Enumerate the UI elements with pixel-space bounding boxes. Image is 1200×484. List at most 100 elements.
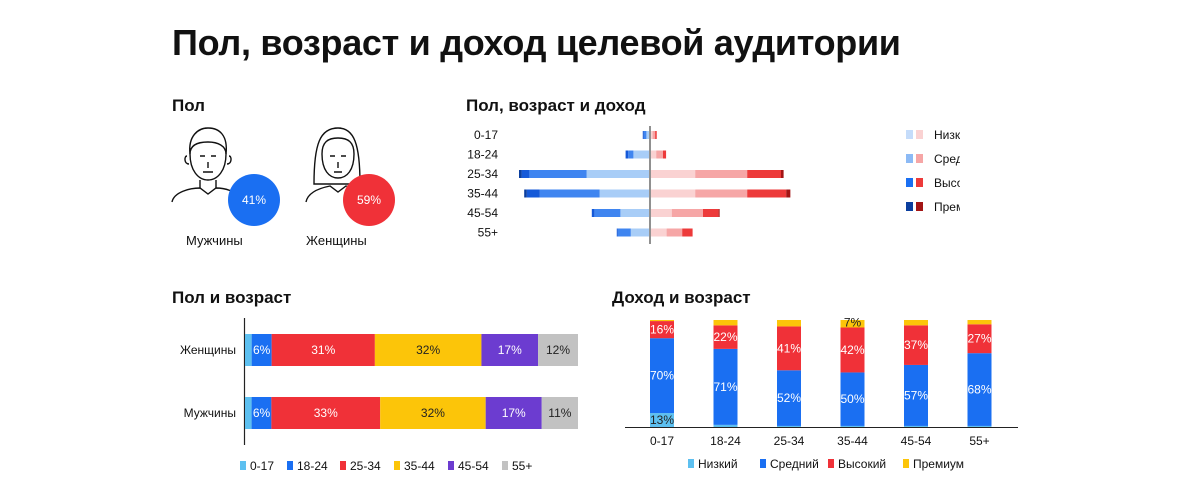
pyramid-tick-label: 0-17 <box>474 128 498 142</box>
pyramid-bar-male-3 <box>524 189 527 198</box>
income-age-bar-segment <box>777 320 801 327</box>
gender-age-bar-segment <box>485 397 542 429</box>
income-age-chart: 0-17 13% 70% 16% 18-24 71% 22% 25-34 52% 41% 35-44… <box>625 315 1018 471</box>
pyramid-bar-female-1 <box>666 228 683 237</box>
income-age-tick-label: 25-34 <box>774 434 805 448</box>
income-age-bar-segment <box>840 327 865 373</box>
income-age-data-label: 37% <box>904 338 928 352</box>
income-age-data-label: 52% <box>777 391 801 405</box>
gender-age-bar-segment <box>271 397 381 429</box>
gender-age-legend-label: 55+ <box>512 459 532 473</box>
pyramid-bar-male-2 <box>526 189 540 198</box>
income-age-bar-segment <box>967 320 992 325</box>
gender-age-data-label: 31% <box>311 343 335 357</box>
pyramid-bar-female-1 <box>695 189 748 198</box>
pyramid-legend-swatch-female <box>916 202 923 211</box>
gender-age-bar-segment <box>541 397 578 429</box>
income-age-bar-segment <box>650 413 674 427</box>
gender-age-legend-label: 0-17 <box>250 459 274 473</box>
income-age-bar-segment <box>904 364 928 426</box>
male-share-badge: 41% <box>228 174 280 226</box>
pyramid-bar-female-1 <box>656 150 663 159</box>
gender-age-data-label: 17% <box>498 343 522 357</box>
income-age-bar-segment <box>650 338 674 414</box>
pyramid-bar-male-1 <box>594 209 621 217</box>
pyramid-bar-female-3 <box>718 209 720 217</box>
income-age-legend-swatch <box>688 459 694 468</box>
income-age-legend-label: Низкий <box>698 457 738 471</box>
gender-age-legend-swatch <box>287 461 293 470</box>
gender-section-title: Пол <box>172 96 205 115</box>
income-age-bar-segment <box>713 320 738 326</box>
female-label: Женщины <box>306 233 367 248</box>
pyramid-bar-male-2 <box>625 150 629 159</box>
pyramid-legend-swatch-female <box>916 130 923 139</box>
income-age-data-label: 42% <box>840 343 864 357</box>
pyramid-legend-swatch-female <box>916 154 923 163</box>
income-age-tick-label: 18-24 <box>710 434 741 448</box>
income-age-bar-segment <box>713 348 738 425</box>
pyramid-bar-male-0 <box>586 170 649 178</box>
female-share-value: 59% <box>356 193 382 207</box>
income-age-bar-segment <box>650 321 674 339</box>
pyramid-bar-female-1 <box>695 170 748 178</box>
income-age-data-label: 68% <box>967 383 991 397</box>
pyramid-bar-female-3 <box>781 170 784 178</box>
pyramid-bar-male-3 <box>519 170 522 178</box>
gender-age-bar-segment <box>481 334 539 366</box>
gender-age-chart: Женщины 6% 31% 32% 17% 12% Мужчины 6% 33% 32% 17% 1… <box>180 318 578 473</box>
income-age-bar-segment <box>713 325 738 349</box>
pyramid-legend-label: Высокий <box>934 176 960 190</box>
pyramid-bar-male-1 <box>529 170 587 178</box>
pyramid-bar-female-0 <box>651 228 667 237</box>
income-age-data-label: 41% <box>777 341 801 355</box>
pyramid-bar-male-1 <box>617 228 631 237</box>
gender-age-data-label: 32% <box>416 343 440 357</box>
gender-age-data-label: 11% <box>548 406 571 420</box>
income-age-bar-segment <box>777 370 801 426</box>
male-label: Мужчины <box>186 233 243 248</box>
income-age-data-label: 71% <box>713 380 737 394</box>
income-age-bar-segment <box>840 372 865 426</box>
income-age-data-label: 16% <box>650 323 674 337</box>
pyramid-bar-female-2 <box>747 189 787 198</box>
pyramid-bar-female-0 <box>651 209 672 217</box>
income-age-legend-swatch <box>760 459 766 468</box>
income-age-legend-label: Высокий <box>838 457 886 471</box>
pyramid-bar-male-0 <box>630 228 649 237</box>
pyramid-legend-label: Низкий <box>934 128 960 142</box>
income-age-bar-segment <box>650 320 674 322</box>
pyramid-bar-male-0 <box>633 150 649 159</box>
pyramid-bar-male-0 <box>620 209 649 217</box>
pyramid-bar-female-1 <box>671 209 703 217</box>
pyramid-legend-swatch-male <box>906 130 913 139</box>
pyramid-bar-male-2 <box>591 209 595 217</box>
gender-age-bar-segment <box>538 334 578 366</box>
pyramid-bar-female-1 <box>652 131 656 139</box>
income-age-legend-label: Средний <box>770 457 819 471</box>
pyramid-tick-label: 25-34 <box>467 167 498 181</box>
income-age-data-label: 27% <box>967 332 991 346</box>
gender-age-data-label: 6% <box>253 343 271 357</box>
income-age-data-label: 70% <box>650 369 674 383</box>
income-age-data-label: 57% <box>904 388 928 402</box>
income-age-bar-segment <box>713 424 738 427</box>
pyramid-legend-swatch-male <box>906 154 913 163</box>
pyramid-legend-swatch-male <box>906 202 913 211</box>
gender-age-legend-swatch <box>448 461 454 470</box>
male-icon <box>170 124 240 209</box>
pyramid-tick-label: 45-54 <box>467 206 498 220</box>
gender-age-data-label: 17% <box>502 406 526 420</box>
gender-age-bar-segment <box>271 334 375 366</box>
pyramid-tick-label: 35-44 <box>467 187 498 201</box>
page-title: Пол, возраст и доход целевой аудитории <box>172 22 901 63</box>
pyramid-legend-swatch-male <box>906 178 913 187</box>
female-share-badge: 59% <box>343 174 395 226</box>
gender-age-legend-swatch <box>240 461 246 470</box>
pyramid-bar-male-2 <box>616 228 618 237</box>
income-age-data-label: 22% <box>713 330 737 344</box>
gender-age-legend-label: 35-44 <box>404 459 435 473</box>
gender-age-bar-segment <box>245 334 252 366</box>
income-age-legend-swatch <box>903 459 909 468</box>
income-age-legend-swatch <box>828 459 834 468</box>
